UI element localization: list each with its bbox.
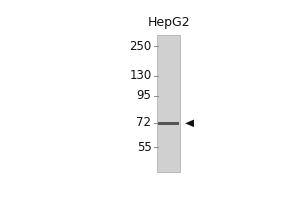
Text: 72: 72	[136, 116, 152, 129]
Polygon shape	[185, 120, 194, 127]
Text: 130: 130	[129, 69, 152, 82]
Text: 250: 250	[129, 40, 152, 53]
Bar	[157, 35, 181, 172]
Text: 95: 95	[136, 89, 152, 102]
Text: 55: 55	[137, 141, 152, 154]
Bar	[158, 122, 179, 125]
Text: HepG2: HepG2	[148, 16, 190, 29]
